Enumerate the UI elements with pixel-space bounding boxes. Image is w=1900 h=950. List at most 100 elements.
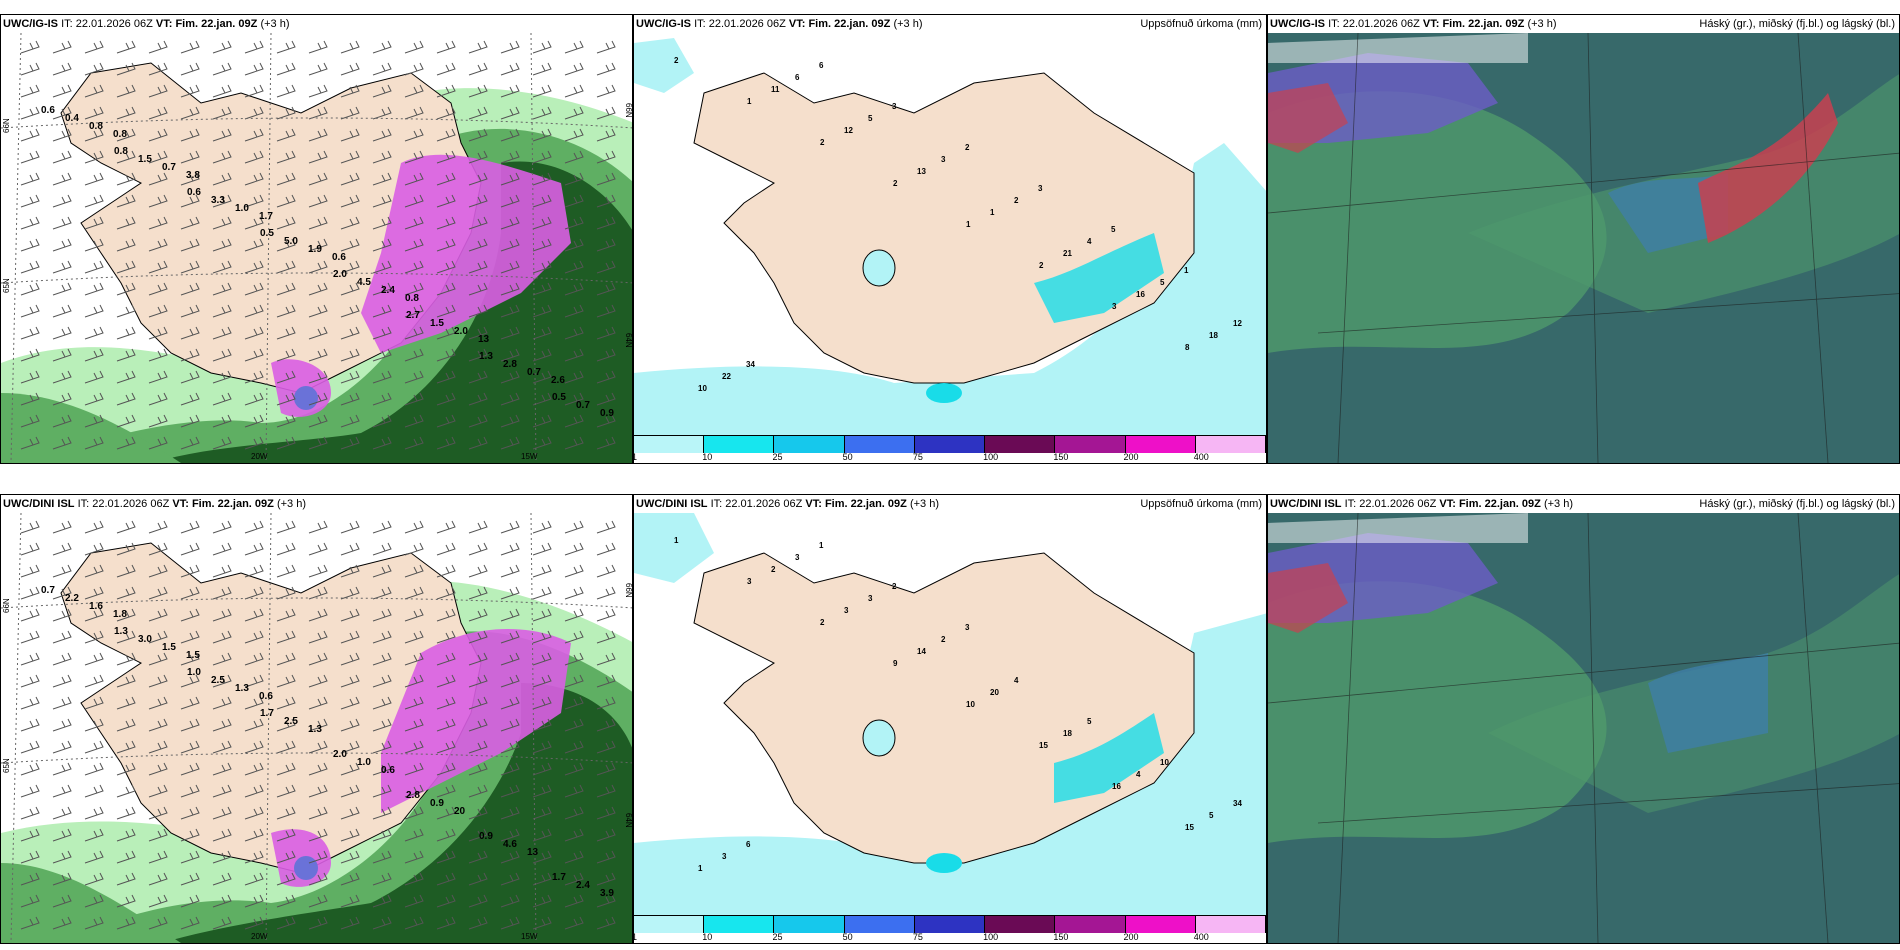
wind-barb bbox=[180, 586, 200, 600]
wind-barb bbox=[340, 806, 360, 820]
wind-barb bbox=[244, 150, 264, 164]
model-name: UWC/IG-IS bbox=[3, 18, 58, 30]
wind-barb bbox=[52, 370, 72, 384]
wind-barb bbox=[180, 652, 200, 666]
wind-barb bbox=[372, 674, 392, 688]
value-label: 2 bbox=[771, 565, 776, 574]
wind-barb bbox=[116, 784, 136, 798]
wind-barb bbox=[372, 828, 392, 842]
wind-barb bbox=[564, 564, 584, 578]
wind-barb bbox=[468, 520, 488, 534]
value-label: 5 bbox=[1111, 225, 1116, 234]
wind-barb bbox=[212, 150, 232, 164]
value-label: 3.9 bbox=[600, 888, 614, 899]
wind-barb bbox=[468, 172, 488, 186]
wind-barb bbox=[308, 62, 328, 76]
wind-barb bbox=[564, 674, 584, 688]
wind-barb bbox=[532, 762, 552, 776]
wind-barb bbox=[468, 674, 488, 688]
wind-barb bbox=[212, 542, 232, 556]
wind-barb bbox=[148, 238, 168, 252]
wind-barb bbox=[148, 348, 168, 362]
colorbar-swatch bbox=[704, 916, 775, 933]
wind-barb bbox=[84, 520, 104, 534]
wind-barb bbox=[564, 392, 584, 406]
wind-barb bbox=[244, 414, 264, 428]
vt-label: VT: bbox=[805, 498, 822, 510]
wind-barb bbox=[404, 784, 424, 798]
wind-barb bbox=[244, 784, 264, 798]
wind-barb bbox=[52, 194, 72, 208]
value-label: 13 bbox=[478, 334, 490, 345]
wind-barb bbox=[404, 260, 424, 274]
wind-barb bbox=[532, 828, 552, 842]
wind-barb bbox=[308, 40, 328, 54]
wind-barb bbox=[116, 436, 136, 450]
wind-barb bbox=[436, 84, 456, 98]
colorbar-tick: 100 bbox=[983, 932, 999, 942]
wind-barb bbox=[564, 740, 584, 754]
wind-barb bbox=[20, 392, 40, 406]
wind-barb bbox=[212, 630, 232, 644]
wind-barb bbox=[436, 194, 456, 208]
wind-barb bbox=[564, 630, 584, 644]
wind-barb bbox=[532, 106, 552, 120]
panel-header: UWC/DINI ISL IT: 22.01.2026 06Z VT: Fim.… bbox=[3, 497, 628, 511]
wind-barb bbox=[564, 652, 584, 666]
wind-barb bbox=[116, 718, 136, 732]
wind-barb bbox=[596, 850, 616, 864]
wind-barb bbox=[308, 564, 328, 578]
wind-barb bbox=[468, 216, 488, 230]
wind-barb bbox=[468, 348, 488, 362]
wind-barb bbox=[148, 194, 168, 208]
wind-barb bbox=[404, 608, 424, 622]
wind-barb bbox=[148, 916, 168, 930]
lead-time: (+3 h) bbox=[893, 18, 923, 30]
wind-barb bbox=[20, 128, 40, 142]
wind-barb bbox=[84, 326, 104, 340]
value-label: 15 bbox=[1039, 741, 1048, 750]
panel-igis-precip: UWC/IG-IS IT: 22.01.2026 06Z VT: Fim. 22… bbox=[633, 14, 1267, 464]
wind-barb bbox=[116, 740, 136, 754]
wind-barb bbox=[276, 40, 296, 54]
wind-barb bbox=[404, 370, 424, 384]
wind-barb bbox=[436, 282, 456, 296]
wind-barb bbox=[596, 260, 616, 274]
wind-barb bbox=[596, 84, 616, 98]
wind-barb bbox=[404, 194, 424, 208]
wind-barb bbox=[340, 238, 360, 252]
wind-barb bbox=[276, 304, 296, 318]
wind-barb bbox=[84, 608, 104, 622]
wind-barb bbox=[148, 806, 168, 820]
wind-barb bbox=[244, 238, 264, 252]
wind-barb bbox=[52, 106, 72, 120]
wind-barb bbox=[276, 784, 296, 798]
colorbar-tick: 25 bbox=[772, 932, 783, 942]
wind-barb bbox=[372, 520, 392, 534]
wind-barb bbox=[468, 194, 488, 208]
value-label: 0.9 bbox=[479, 831, 493, 842]
wind-barb bbox=[52, 260, 72, 274]
value-label: 0.5 bbox=[552, 392, 566, 403]
wind-barb bbox=[564, 916, 584, 930]
wind-barb bbox=[148, 282, 168, 296]
wind-barb bbox=[116, 392, 136, 406]
wind-barb bbox=[84, 436, 104, 450]
wind-barb bbox=[468, 740, 488, 754]
wind-barb bbox=[468, 106, 488, 120]
wind-barb bbox=[52, 542, 72, 556]
colorbar-tick: 75 bbox=[912, 452, 923, 462]
wind-barb bbox=[404, 282, 424, 296]
wind-barb bbox=[84, 718, 104, 732]
vt-label: VT: bbox=[788, 18, 806, 30]
wind-barb bbox=[372, 260, 392, 274]
wind-barb bbox=[52, 392, 72, 406]
wind-barb bbox=[180, 128, 200, 142]
wind-barb bbox=[84, 630, 104, 644]
wind-barb bbox=[148, 828, 168, 842]
wind-barb bbox=[116, 62, 136, 76]
value-label: 12 bbox=[1233, 319, 1242, 328]
wind-barb bbox=[20, 608, 40, 622]
wind-barb bbox=[372, 238, 392, 252]
wind-barb bbox=[500, 128, 520, 142]
